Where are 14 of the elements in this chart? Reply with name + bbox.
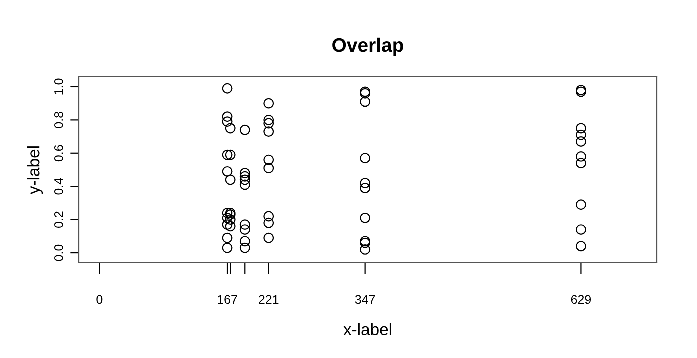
y-tick-label: 0.4 (54, 178, 64, 195)
y-tick-label: 1.0 (54, 78, 64, 95)
chart-title: Overlap (332, 38, 404, 56)
y-axis-title: y-label (28, 146, 44, 195)
x-tick-label: 347 (355, 295, 376, 304)
x-tick-label: 0 (96, 295, 103, 304)
y-tick-label: 0.0 (54, 244, 64, 262)
x-tick-label: 167 (218, 295, 238, 304)
y-tick-label: 0.6 (54, 145, 64, 162)
y-tick-label: 0.8 (54, 112, 64, 128)
x-tick-label: 629 (571, 295, 592, 304)
x-tick-label: 221 (259, 295, 279, 304)
x-axis-title: x-label (344, 323, 392, 336)
y-tick-label: 0.2 (54, 212, 64, 228)
